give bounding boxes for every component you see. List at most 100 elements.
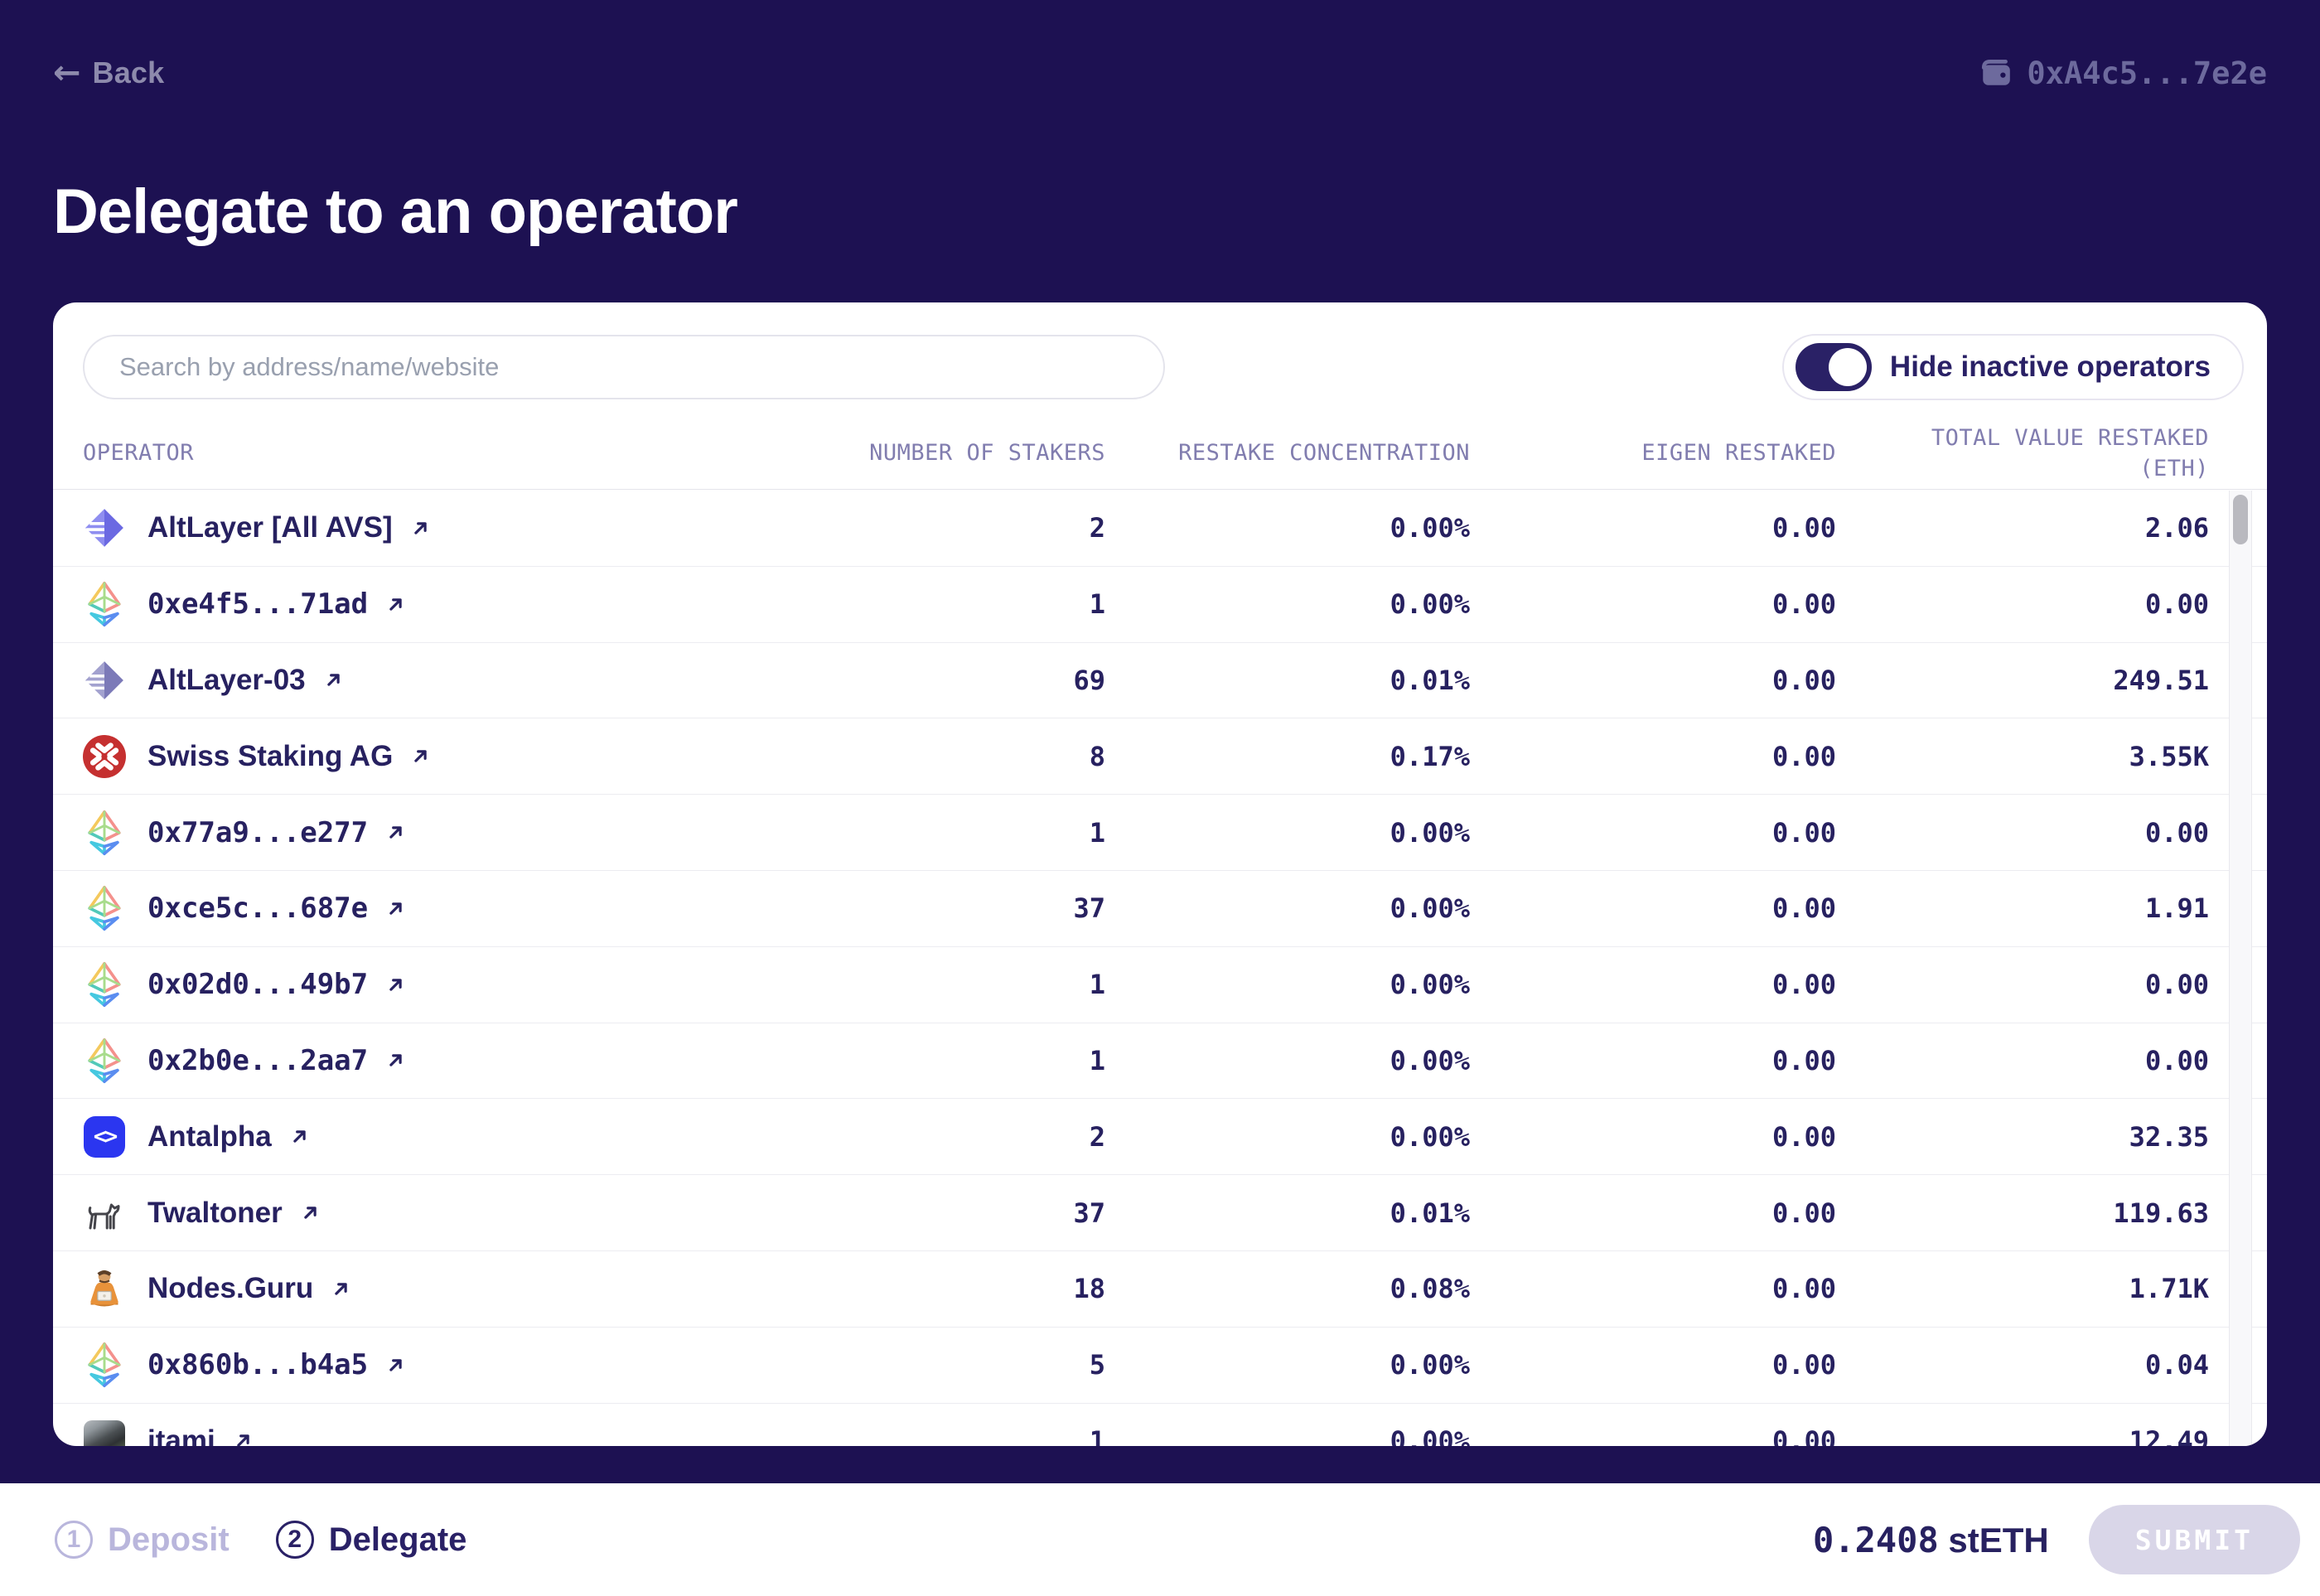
concentration-value: 0.01%	[1390, 1197, 1470, 1229]
eth-logo-icon	[83, 886, 126, 931]
concentration-value: 0.00%	[1390, 1349, 1470, 1381]
table-row[interactable]: itami 1 0.00% 0.00 12.49	[53, 1404, 2267, 1446]
operator-name-link[interactable]: Twaltoner	[147, 1196, 283, 1229]
total-value: 0.00	[2144, 1044, 2209, 1076]
operator-name-link[interactable]: 0xe4f5...71ad	[147, 588, 369, 621]
table-row[interactable]: Nodes.Guru 18 0.08% 0.00 1.71K	[53, 1251, 2267, 1328]
stakers-value: 1	[1089, 1424, 1105, 1446]
stakers-value: 1	[1089, 588, 1105, 621]
table-row[interactable]: <> Antalpha 2 0.00% 0.00 32.35	[53, 1099, 2267, 1176]
table-header: OPERATOR NUMBER OF STAKERS RESTAKE CONCE…	[53, 418, 2267, 490]
operator-name-link[interactable]: AltLayer [All AVS]	[147, 511, 393, 544]
total-value: 0.00	[2144, 969, 2209, 1001]
table-row[interactable]: 0x77a9...e277 1 0.00% 0.00 0.00	[53, 795, 2267, 871]
total-value: 12.49	[2129, 1424, 2209, 1446]
wallet-chip[interactable]: 0xA4c5...7e2e	[1979, 56, 2267, 91]
concentration-value: 0.00%	[1390, 892, 1470, 925]
total-value: 0.00	[2144, 588, 2209, 621]
operator-panel: Hide inactive operators OPERATOR NUMBER …	[53, 302, 2267, 1446]
eigen-value: 0.00	[1771, 969, 1836, 1001]
scrollbar-track[interactable]	[2229, 491, 2252, 1446]
guru-icon	[83, 1267, 126, 1310]
total-value: 0.00	[2144, 816, 2209, 849]
eigen-value: 0.00	[1771, 588, 1836, 621]
back-arrow-icon: ←	[53, 54, 81, 92]
eigen-value: 0.00	[1771, 512, 1836, 544]
operator-name-link[interactable]: 0x860b...b4a5	[147, 1348, 369, 1382]
stakers-value: 1	[1089, 1044, 1105, 1076]
eth-logo-icon	[83, 1037, 126, 1083]
eigen-value: 0.00	[1771, 740, 1836, 772]
eigen-value: 0.00	[1771, 816, 1836, 849]
total-value: 119.63	[2113, 1197, 2209, 1229]
balance-amount: 0.2408 stETH	[1813, 1519, 2049, 1560]
external-link-icon	[326, 674, 340, 687]
column-header-concentration: RESTAKE CONCENTRATION	[1178, 440, 1470, 467]
table-row[interactable]: Swiss Staking AG 8 0.17% 0.00 3.55K	[53, 718, 2267, 796]
table-row[interactable]: 0xe4f5...71ad 1 0.00% 0.00 0.00	[53, 567, 2267, 643]
stakers-value: 18	[1073, 1273, 1105, 1305]
altlayer-icon	[83, 506, 126, 549]
total-value: 3.55K	[2129, 740, 2209, 772]
concentration-value: 0.08%	[1390, 1273, 1470, 1305]
table-row[interactable]: Twaltoner 37 0.01% 0.00 119.63	[53, 1175, 2267, 1251]
eigen-value: 0.00	[1771, 664, 1836, 696]
total-value: 1.71K	[2129, 1273, 2209, 1305]
submit-button[interactable]: SUBMIT	[2088, 1505, 2300, 1574]
external-link-icon	[414, 750, 427, 762]
step-label: Delegate	[328, 1521, 467, 1558]
table-row[interactable]: AltLayer-03 69 0.01% 0.00 249.51	[53, 643, 2267, 719]
eigen-value: 0.00	[1771, 1273, 1836, 1305]
step-indicator: 1 Deposit 2 Delegate	[55, 1521, 466, 1559]
operator-name-link[interactable]: AltLayer-03	[147, 663, 306, 696]
stakers-value: 8	[1089, 740, 1105, 772]
stakers-value: 69	[1073, 664, 1105, 696]
external-link-icon	[389, 1358, 402, 1371]
toggle-switch-icon[interactable]	[1795, 343, 1872, 391]
operator-name-link[interactable]: Swiss Staking AG	[147, 739, 394, 772]
concentration-value: 0.00%	[1390, 512, 1470, 544]
operator-name-link[interactable]: Nodes.Guru	[147, 1272, 314, 1305]
operator-name-link[interactable]: itami	[147, 1424, 215, 1446]
column-header-stakers: NUMBER OF STAKERS	[869, 440, 1105, 467]
wallet-icon	[1982, 59, 2011, 85]
page-title: Delegate to an operator	[53, 177, 738, 247]
stakers-value: 37	[1073, 892, 1105, 925]
table-row[interactable]: 0xce5c...687e 37 0.00% 0.00 1.91	[53, 871, 2267, 947]
column-header-operator: OPERATOR	[83, 440, 195, 467]
antalpha-icon: <>	[83, 1115, 126, 1158]
eigen-value: 0.00	[1771, 1197, 1836, 1229]
top-bar: ← Back 0xA4c5...7e2e	[53, 48, 2267, 98]
eth-logo-icon	[83, 962, 126, 1008]
external-link-icon	[293, 1130, 306, 1143]
external-link-icon	[389, 978, 402, 991]
stakers-value: 2	[1089, 512, 1105, 544]
concentration-value: 0.00%	[1390, 1044, 1470, 1076]
swiss-staking-icon	[83, 734, 126, 778]
hide-inactive-toggle[interactable]: Hide inactive operators	[1781, 334, 2244, 400]
total-value: 2.06	[2144, 512, 2209, 544]
step-delegate: 2 Delegate	[275, 1521, 467, 1559]
concentration-value: 0.01%	[1390, 664, 1470, 696]
eigen-value: 0.00	[1771, 1044, 1836, 1076]
table-row[interactable]: 0x860b...b4a5 5 0.00% 0.00 0.04	[53, 1328, 2267, 1404]
concentration-value: 0.00%	[1390, 816, 1470, 849]
search-input[interactable]	[83, 335, 1165, 399]
back-button[interactable]: ← Back	[53, 56, 164, 90]
operator-name-link[interactable]: 0xce5c...687e	[147, 892, 369, 926]
table-row[interactable]: 0x02d0...49b7 1 0.00% 0.00 0.00	[53, 947, 2267, 1023]
column-header-total: TOTAL VALUE RESTAKED (ETH)	[1931, 425, 2209, 481]
stakers-value: 5	[1089, 1349, 1105, 1381]
operator-table-body: AltLayer [All AVS] 2 0.00% 0.00 2.06 0xe…	[53, 491, 2267, 1446]
external-link-icon	[389, 1054, 402, 1067]
operator-name-link[interactable]: 0x77a9...e277	[147, 815, 369, 849]
total-value: 32.35	[2129, 1120, 2209, 1153]
scrollbar-thumb[interactable]	[2233, 495, 2248, 544]
eth-logo-icon	[83, 810, 126, 855]
eigen-value: 0.00	[1771, 1424, 1836, 1446]
operator-name-link[interactable]: 0x2b0e...2aa7	[147, 1043, 369, 1077]
table-row[interactable]: 0x2b0e...2aa7 1 0.00% 0.00 0.00	[53, 1023, 2267, 1100]
operator-name-link[interactable]: 0x02d0...49b7	[147, 968, 369, 1002]
operator-name-link[interactable]: Antalpha	[147, 1120, 272, 1153]
table-row[interactable]: AltLayer [All AVS] 2 0.00% 0.00 2.06	[53, 491, 2267, 567]
